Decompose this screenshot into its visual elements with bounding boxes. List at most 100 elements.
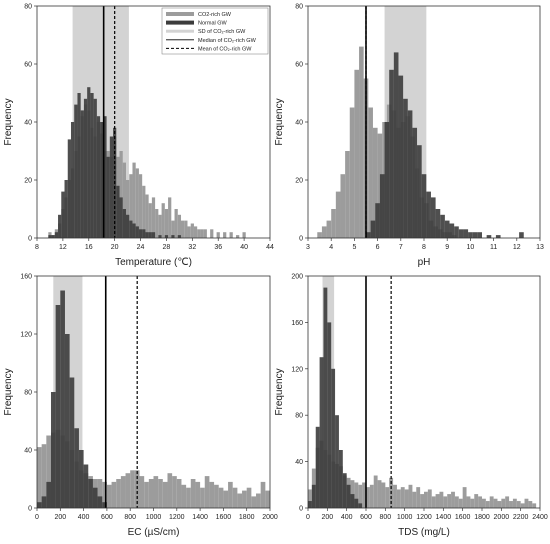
y-tick-label: 80 [295,413,303,420]
bar-normal [145,232,149,238]
bar-co2-rich [366,487,370,508]
y-tick-label: 160 [20,274,32,281]
bar-co2-rich [443,496,448,508]
bar-normal [171,235,175,238]
bar-normal [164,235,169,238]
y-axis-label: Frequency [3,98,14,145]
y-tick-label: 0 [28,236,32,243]
bar-co2-rich [125,473,131,508]
bar-co2-rich [505,496,510,508]
bar-normal [88,479,93,508]
bar-co2-rich [132,162,136,238]
bar-normal [106,156,110,238]
bar-normal [393,52,399,239]
bar-normal [129,220,133,238]
bar-normal [97,496,103,508]
bar-normal [308,501,312,508]
bar-normal [51,235,55,238]
bar-co2-rich [497,501,502,508]
bar-co2-rich [181,220,185,238]
bar-co2-rich [396,489,401,508]
bar-co2-rich [106,484,112,508]
bar-co2-rich [204,476,210,508]
bar-co2-rich [200,229,204,238]
bar-normal [403,98,408,238]
x-tick-label: 1000 [146,514,162,521]
bar-normal [83,98,88,238]
bar-normal [102,502,107,508]
bar-co2-rich [416,487,421,508]
x-tick-label: 600 [360,514,372,521]
y-tick-label: 160 [291,320,303,327]
bar-co2-rich [190,223,194,238]
bar-co2-rich [162,481,168,508]
bar-co2-rich [369,484,374,508]
bar-co2-rich [493,498,498,508]
bar-co2-rich [210,229,214,238]
bar-co2-rich [187,226,191,238]
x-tick-label: 12 [59,244,67,251]
bar-normal [138,229,143,238]
x-tick-label: 24 [137,244,145,251]
bar-normal [64,334,70,508]
panel-bottom-left: 0 200 400 600 800 1000 1200 1400 1600 1800 2000 0 40… [3,274,278,539]
bar-co2-rich [335,191,341,238]
panel-top-right: 3 4 5 6 7 8 9 10 11 12 13 0 20 40 60 80 pH Frequency [274,4,544,269]
bar-normal [370,220,376,238]
bar-co2-rich [161,203,165,238]
bar-co2-rich [168,197,172,238]
x-tick-label: 1800 [474,514,490,521]
y-tick-label: 80 [24,390,32,397]
bar-normal [92,487,98,508]
bar-co2-rich [145,194,149,238]
y-tick-label: 60 [295,62,303,69]
x-tick-label: 1000 [397,514,413,521]
bar-co2-rich [528,501,533,508]
bar-co2-rich [512,498,517,508]
x-tick-label: 0 [35,514,39,521]
bar-co2-rich [130,470,135,508]
x-tick-label: 1200 [169,514,185,521]
x-tick-label: 400 [78,514,90,521]
x-tick-label: 1400 [436,514,452,521]
bar-co2-rich [216,232,220,238]
bar-normal [80,110,84,238]
x-tick-label: 400 [341,514,353,521]
x-tick-label: 5 [352,244,356,251]
bar-co2-rich [474,494,479,508]
x-tick-label: 0 [306,514,310,521]
bar-co2-rich [431,496,436,508]
bar-normal [350,494,355,508]
bar-co2-rich [359,46,364,238]
bar-co2-rich [134,470,140,508]
bar-normal [135,226,139,238]
y-tick-label: 40 [295,459,303,466]
y-tick-label: 0 [299,506,303,513]
y-axis-label: Frequency [274,368,285,415]
bar-normal [323,287,328,508]
bar-normal [417,145,422,238]
bar-normal [454,226,459,238]
bar-co2-rich [362,482,366,508]
bar-normal [398,75,404,238]
bar-normal [384,122,390,238]
x-axis-label: Temperature (℃) [115,257,192,268]
bar-normal [335,415,339,508]
bar-normal [342,473,347,508]
x-tick-label: 8 [422,244,426,251]
x-tick-label: 13 [536,244,544,251]
bar-normal [495,235,501,238]
bar-normal [55,305,61,508]
bar-normal [463,229,469,238]
bar-co2-rich [148,203,152,238]
bar-normal [60,290,65,508]
legend-label: SD of CO₂-rich GW [198,29,246,35]
bar-normal [319,357,324,508]
y-tick-label: 80 [295,4,303,11]
x-tick-label: 2200 [513,514,529,521]
bar-co2-rich [171,220,175,238]
bar-co2-rich [167,473,173,508]
bar-co2-rich [197,229,201,238]
bar-normal [41,496,47,508]
x-tick-label: 1600 [455,514,471,521]
